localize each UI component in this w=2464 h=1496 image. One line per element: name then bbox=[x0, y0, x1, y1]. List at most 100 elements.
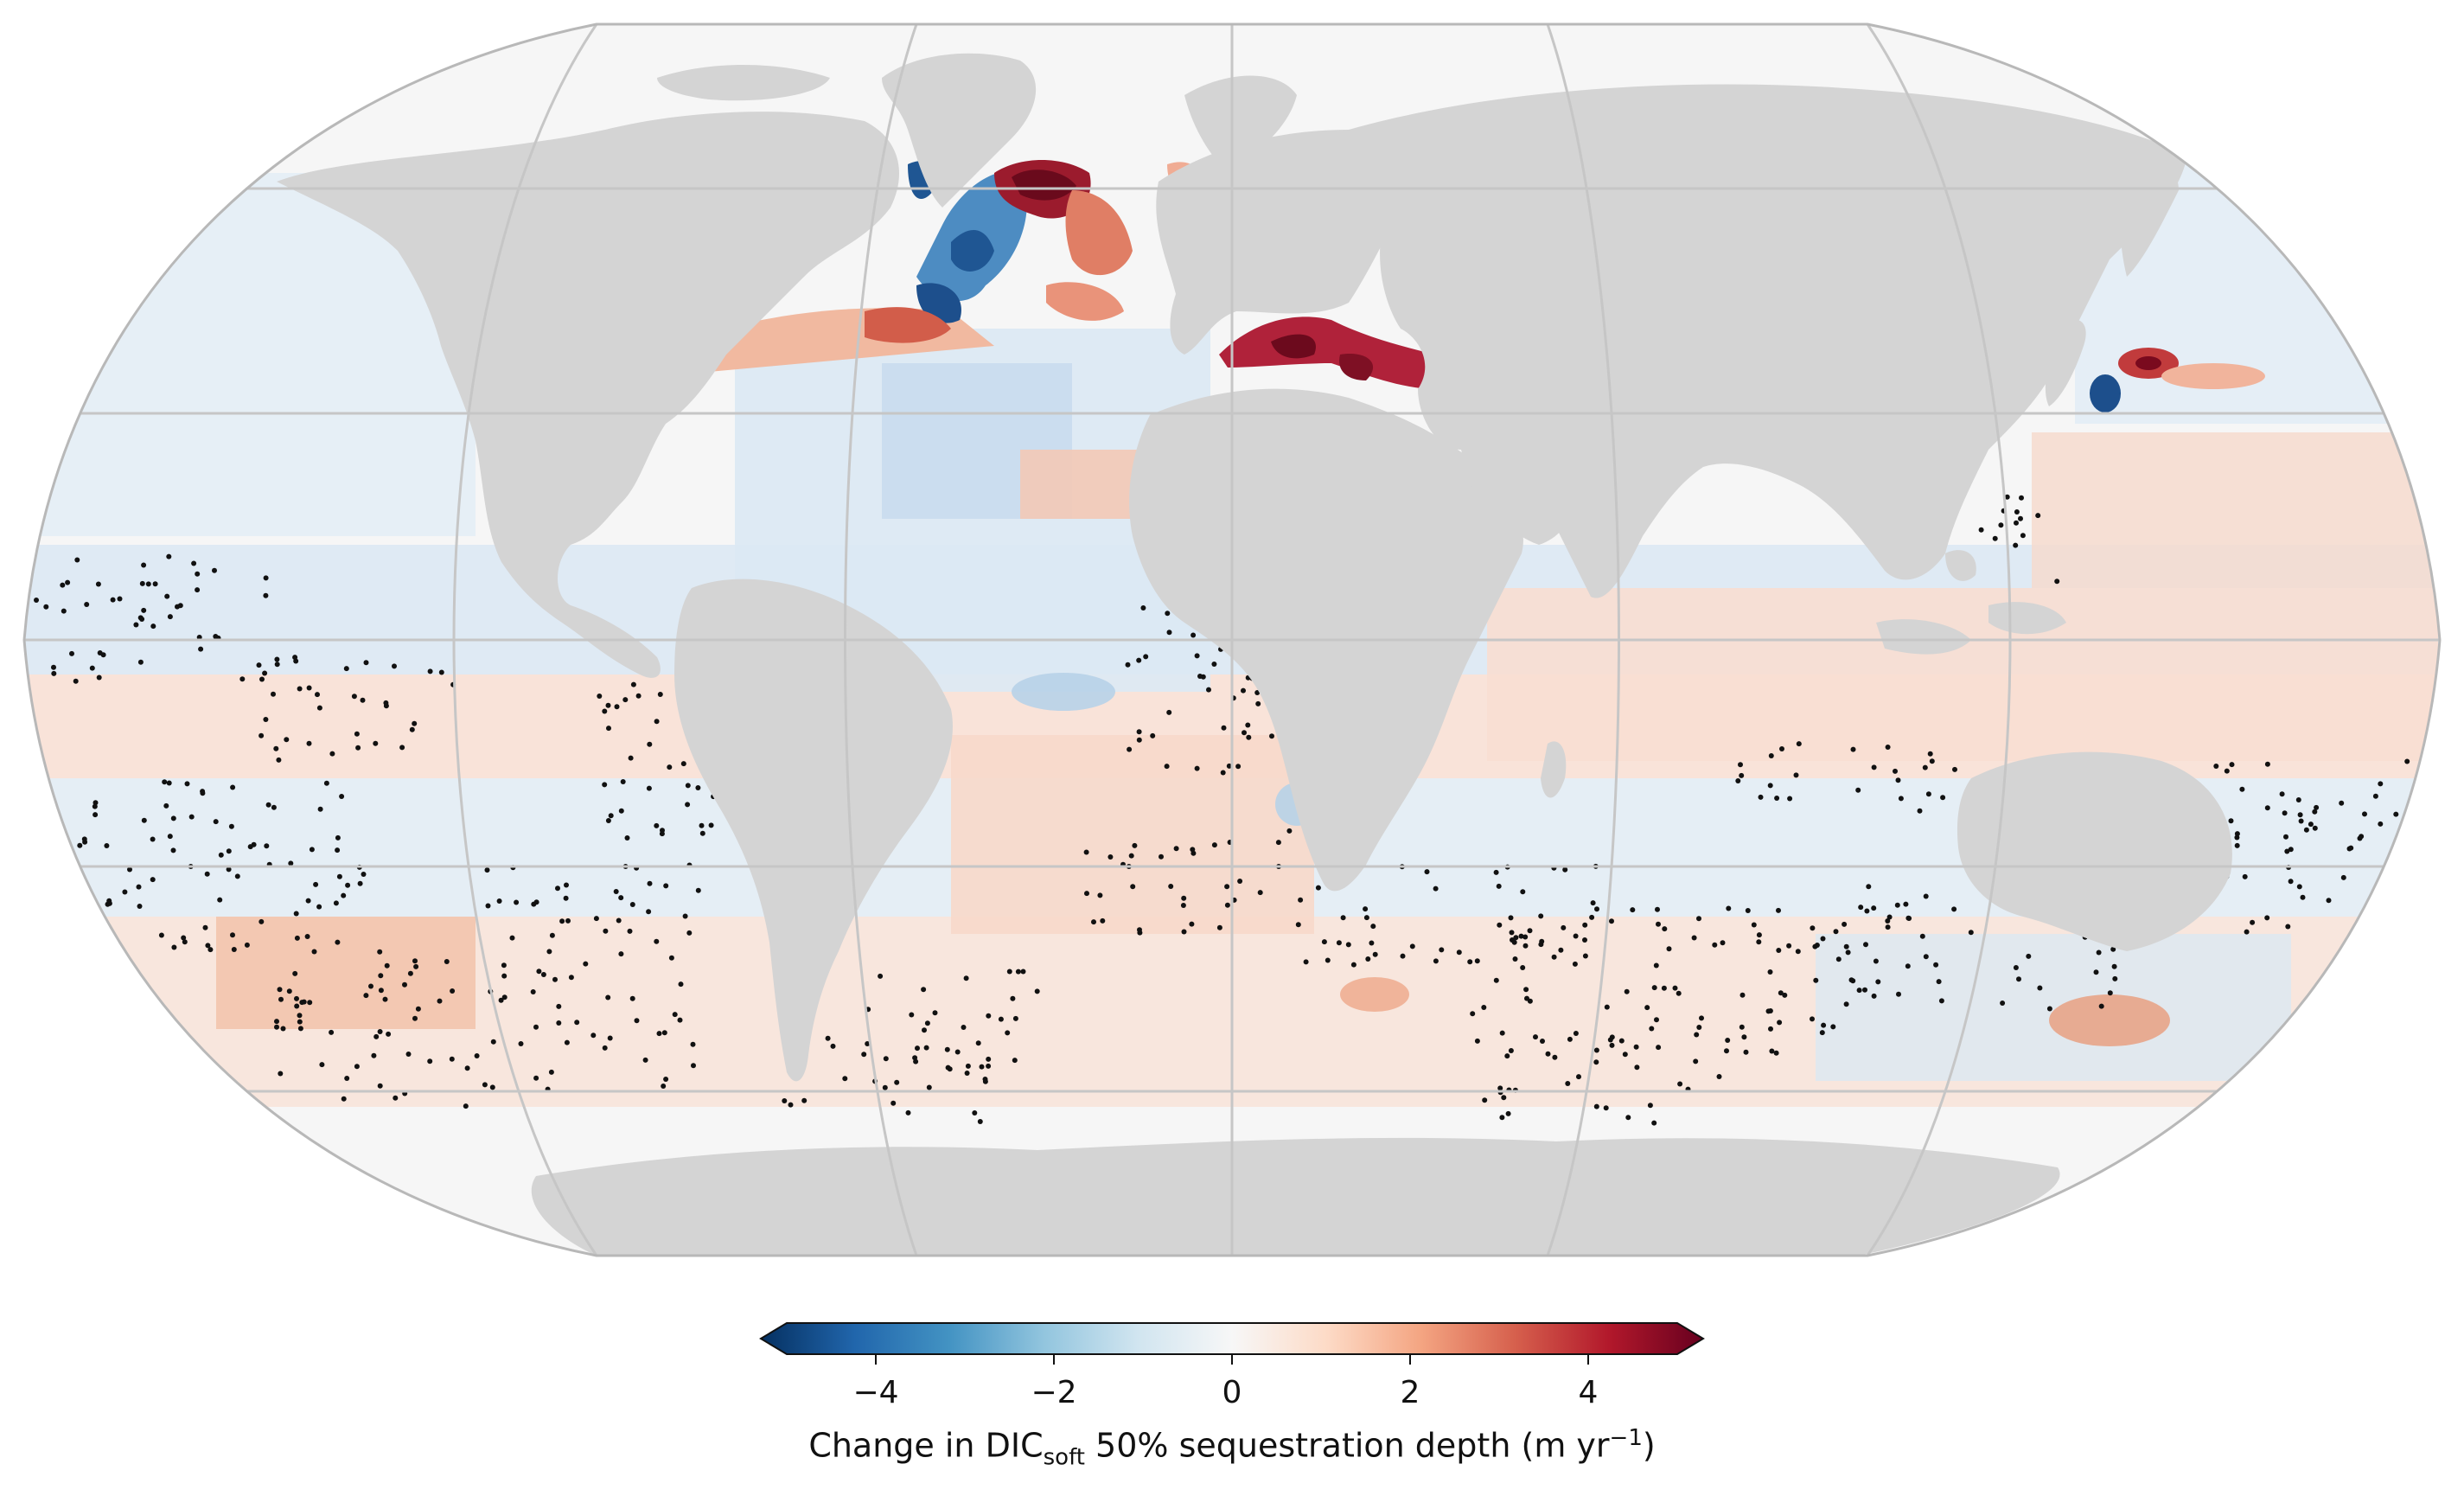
stipple-dot bbox=[1220, 770, 1226, 776]
stipple-dot bbox=[1370, 924, 1376, 930]
stipple-dot bbox=[335, 939, 341, 945]
stipple-dot bbox=[2295, 797, 2301, 802]
stipple-dot bbox=[659, 831, 665, 837]
stipple-dot bbox=[548, 1069, 554, 1075]
stipple-dot bbox=[1474, 1038, 1480, 1044]
stipple-dot bbox=[402, 981, 407, 988]
stipple-dot bbox=[1778, 990, 1784, 996]
stipple-dot bbox=[1905, 915, 1912, 921]
stipple-dot bbox=[1298, 897, 1304, 903]
stipple-dot bbox=[1773, 1050, 1779, 1056]
stipple-dot bbox=[2298, 818, 2304, 824]
stipple-dot bbox=[1696, 916, 1701, 922]
stipple-dot bbox=[263, 575, 269, 581]
stipple-dot bbox=[84, 602, 90, 607]
stipple-dot bbox=[618, 808, 624, 814]
stipple-dot bbox=[278, 1071, 284, 1077]
stipple-dot bbox=[274, 1019, 279, 1025]
stipple-dot bbox=[842, 1076, 848, 1082]
stipple-dot bbox=[1409, 943, 1415, 949]
colorbar-bar bbox=[759, 1322, 1705, 1355]
stipple-dot bbox=[361, 872, 367, 877]
stipple-dot bbox=[564, 1039, 570, 1045]
stipple-dot bbox=[139, 580, 145, 586]
stipple-dot bbox=[708, 822, 714, 828]
stipple-dot bbox=[1691, 935, 1697, 941]
stipple-dot bbox=[1012, 1015, 1018, 1021]
stipple-dot bbox=[1194, 653, 1200, 659]
stipple-dot bbox=[1194, 765, 1200, 771]
stipple-dot bbox=[1197, 674, 1203, 679]
stipple-dot bbox=[1716, 1074, 1722, 1079]
map-outline bbox=[22, 22, 2442, 1257]
stipple-dot bbox=[1653, 962, 1659, 969]
stipple-dot bbox=[1936, 979, 1942, 985]
stipple-dot bbox=[894, 1079, 900, 1085]
stipple-dot bbox=[354, 731, 360, 737]
stipple-dot bbox=[292, 655, 298, 661]
stipple-dot bbox=[1565, 1081, 1571, 1086]
stipple-dot bbox=[1923, 954, 1929, 960]
stipple-dot bbox=[1513, 935, 1519, 941]
stipple-dot bbox=[536, 969, 542, 975]
stipple-dot bbox=[1677, 1081, 1683, 1087]
stipple-dot bbox=[373, 740, 379, 746]
stipple-dot bbox=[883, 1056, 889, 1062]
stipple-dot bbox=[383, 703, 389, 709]
stipple-dot bbox=[163, 802, 169, 809]
stipple-dot bbox=[1132, 842, 1138, 848]
stipple-dot bbox=[2285, 924, 2291, 930]
stipple-dot bbox=[1923, 893, 1929, 899]
stipple-dot bbox=[1501, 1095, 1507, 1101]
stipple-dot bbox=[605, 994, 611, 1001]
stipple-dot bbox=[656, 1031, 662, 1037]
stipple-dot bbox=[657, 692, 663, 697]
stipple-dot bbox=[668, 955, 674, 961]
stipple-dot bbox=[1751, 922, 1757, 928]
stipple-dot bbox=[1720, 940, 1726, 946]
stipple-dot bbox=[2279, 791, 2285, 797]
stipple-dot bbox=[602, 1045, 608, 1051]
stipple-dot bbox=[685, 802, 691, 808]
stipple-dot bbox=[1221, 725, 1227, 731]
stipple-dot bbox=[1885, 745, 1891, 750]
stipple-dot bbox=[276, 757, 282, 763]
stipple-dot bbox=[1656, 1045, 1662, 1051]
stipple-dot bbox=[1796, 741, 1802, 747]
stipple-dot bbox=[568, 975, 574, 981]
stipple-dot bbox=[335, 834, 341, 841]
stipple-dot bbox=[217, 897, 223, 903]
stipple-dot bbox=[1693, 1058, 1699, 1064]
stipple-dot bbox=[200, 790, 206, 796]
stipple-dot bbox=[484, 867, 490, 873]
stipple-dot bbox=[2312, 825, 2318, 831]
stipple-dot bbox=[912, 1055, 918, 1061]
stipple-dot bbox=[1850, 978, 1856, 984]
stipple-dot bbox=[690, 1041, 696, 1047]
stipple-dot bbox=[1540, 1039, 1545, 1044]
stipple-dot bbox=[378, 988, 384, 994]
stipple-dot bbox=[127, 866, 132, 873]
stipple-dot bbox=[2013, 965, 2019, 970]
stipple-dot bbox=[1527, 928, 1533, 934]
stipple-dot bbox=[498, 997, 504, 1003]
stipple-dot bbox=[412, 1015, 418, 1021]
stipple-dot bbox=[1786, 943, 1792, 949]
stipple-dot bbox=[1520, 889, 1526, 895]
stipple-dot bbox=[905, 1109, 911, 1116]
stipple-dot bbox=[1573, 933, 1579, 939]
graticule bbox=[24, 24, 2440, 1256]
stipple-dot bbox=[74, 557, 80, 563]
world-map bbox=[22, 22, 2442, 1257]
stipple-dot bbox=[1467, 959, 1473, 965]
stipple-dot bbox=[2288, 847, 2294, 853]
stipple-dot bbox=[677, 1017, 683, 1023]
stipple-dot bbox=[286, 988, 292, 994]
mediterranean-hotspot bbox=[1219, 316, 1455, 389]
stipple-dot bbox=[368, 983, 373, 989]
stipple-dot bbox=[924, 1020, 930, 1026]
stipple-dot bbox=[1793, 772, 1799, 778]
colorbar-label: Change in DICsoft 50% sequestration dept… bbox=[808, 1425, 1656, 1471]
stipple-dot bbox=[244, 942, 250, 948]
stipple-dot bbox=[1594, 906, 1599, 912]
